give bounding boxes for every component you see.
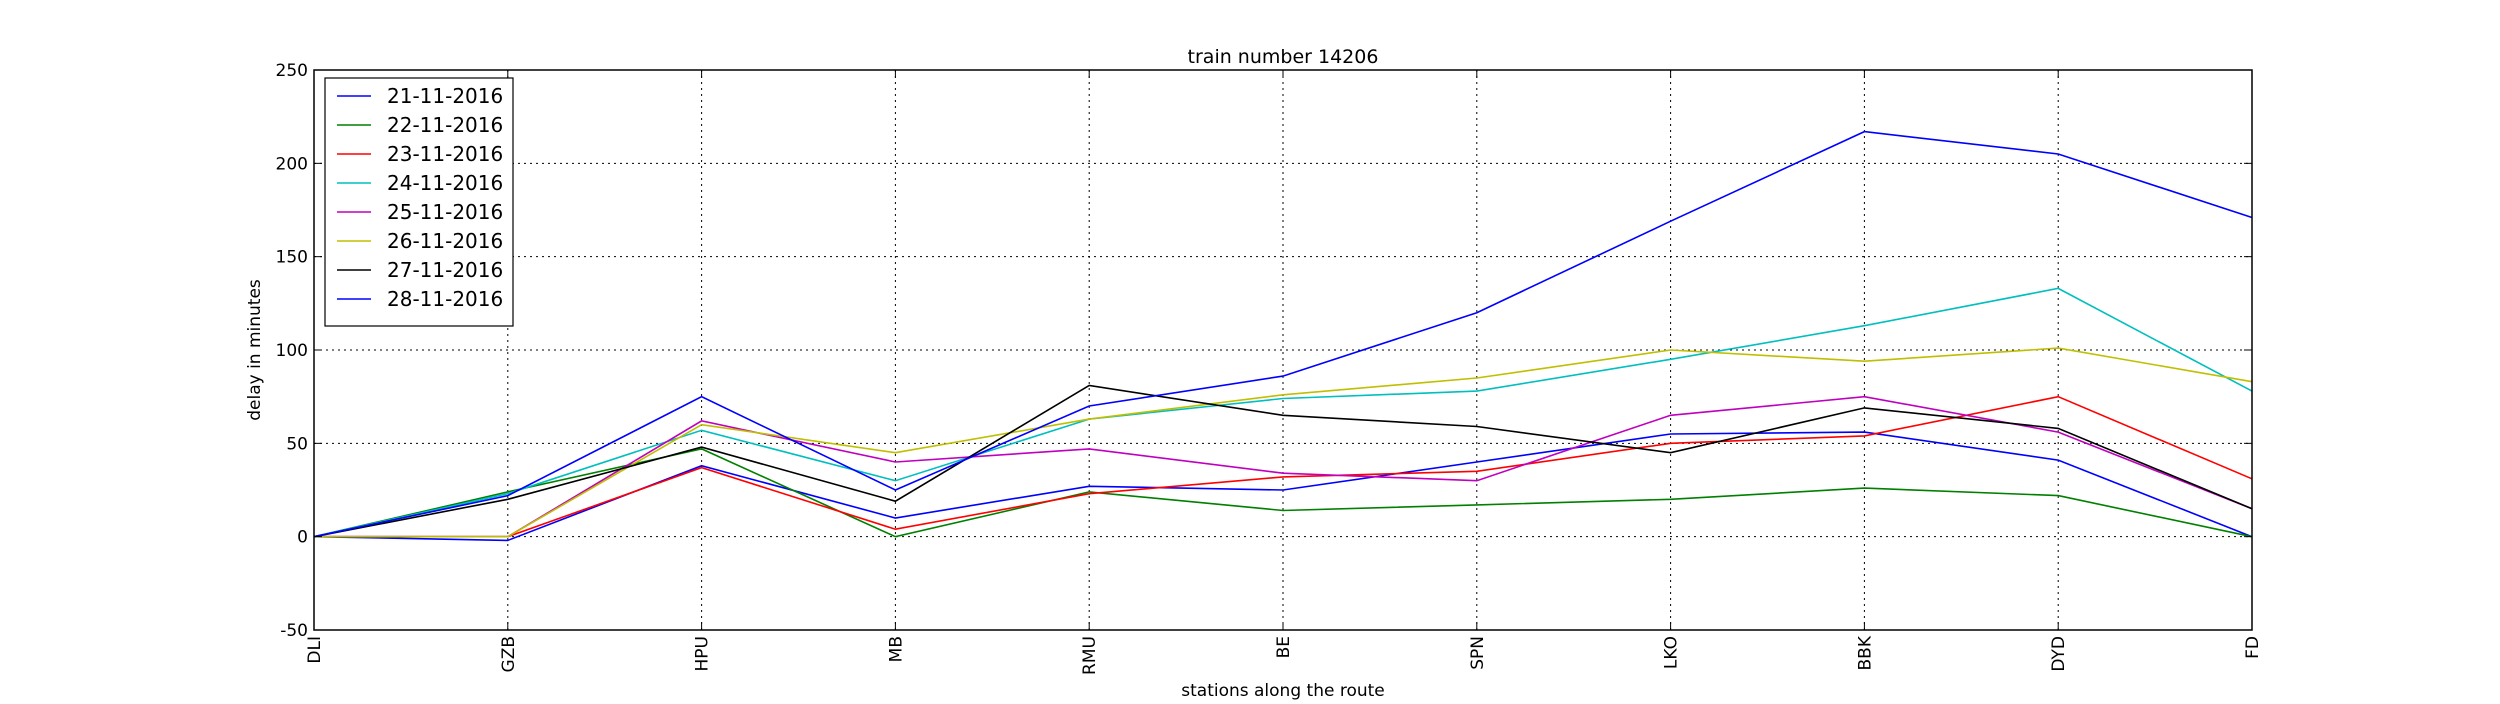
y-tick-label: 50: [286, 434, 308, 454]
series-line-22-11-2016: [313, 448, 2253, 538]
legend-label: 25-11-2016: [387, 200, 503, 224]
axis-ticks: -50 0 50 100 150 200 250 DLI GZB HPU MB RMU BE SPN LKO…: [276, 61, 2263, 675]
x-tick-label: RMU: [1080, 636, 1100, 675]
legend-label: 28-11-2016: [387, 287, 503, 311]
y-tick-label: 0: [297, 528, 308, 548]
y-tick-label: -50: [280, 621, 308, 641]
series-line-23-11-2016: [314, 395, 2253, 538]
legend-label: 24-11-2016: [387, 171, 503, 195]
y-axis-label: delay in minutes: [245, 279, 265, 421]
legend-label: 27-11-2016: [387, 258, 503, 282]
x-tick-label: SPN: [1468, 636, 1488, 670]
series-lines: [313, 130, 2253, 542]
x-tick-label: LKO: [1662, 636, 1682, 669]
legend-label: 22-11-2016: [387, 113, 503, 137]
chart-title: train number 14206: [1188, 46, 1379, 68]
x-tick-label: FD: [2243, 636, 2263, 659]
x-tick-label: BBK: [1855, 635, 1875, 670]
legend: 21-11-2016 22-11-2016 23-11-2016 24-11-2016…: [324, 77, 514, 327]
y-tick-label: 100: [276, 341, 308, 361]
grid: [314, 70, 2252, 630]
legend-box: [324, 77, 514, 327]
legend-label: 23-11-2016: [387, 142, 503, 166]
x-tick-label: DYD: [2049, 636, 2069, 672]
x-tick-label: HPU: [693, 636, 713, 671]
x-tick-label: GZB: [499, 636, 519, 672]
x-tick-label: MB: [886, 636, 906, 662]
legend-label: 21-11-2016: [387, 84, 503, 108]
y-tick-label: 250: [276, 61, 308, 81]
y-tick-label: 200: [276, 154, 308, 174]
series-line-26-11-2016: [314, 347, 2253, 538]
series-line-28-11-2016: [313, 130, 2253, 538]
series-line-24-11-2016: [313, 287, 2253, 538]
y-tick-label: 150: [276, 248, 308, 268]
legend-label: 26-11-2016: [387, 229, 503, 253]
x-axis-label: stations along the route: [1181, 681, 1385, 700]
x-tick-label: BE: [1274, 636, 1294, 658]
series-line-27-11-2016: [313, 384, 2253, 538]
series-line-25-11-2016: [314, 395, 2253, 538]
x-tick-label: DLI: [305, 636, 325, 664]
